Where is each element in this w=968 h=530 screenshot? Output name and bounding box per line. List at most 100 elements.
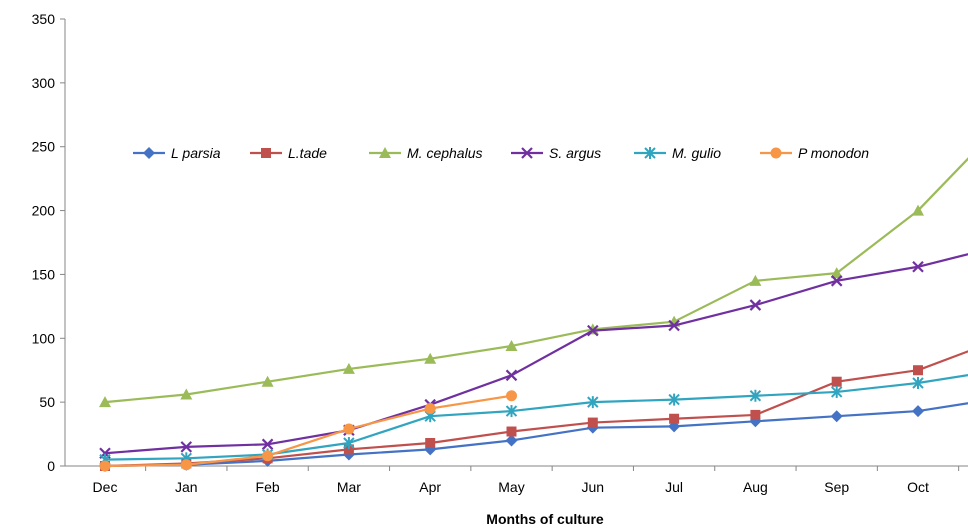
x-tick-label: Feb (256, 479, 280, 495)
series-s-argus (99, 253, 968, 460)
data-point-stroke (180, 441, 193, 453)
data-point-stroke (261, 438, 274, 451)
data-point (99, 396, 111, 408)
y-tick-label: 0 (47, 458, 55, 474)
data-point (749, 299, 762, 311)
series-p-monodon (99, 390, 517, 472)
data-point (912, 260, 924, 273)
data-point-stroke (830, 275, 843, 287)
y-tick-label: 250 (32, 139, 56, 155)
data-point (342, 362, 355, 374)
legend-entry: L parsia (133, 145, 221, 161)
legend-label: P monodon (798, 145, 869, 161)
data-point-stroke (749, 299, 762, 311)
legend-entry: S. argus (511, 145, 601, 161)
y-tick-label: 350 (32, 11, 56, 27)
data-point (521, 147, 533, 159)
x-tick-label: Apr (419, 479, 441, 495)
data-point (180, 388, 193, 400)
legend-label: L parsia (171, 145, 221, 161)
data-point (830, 275, 843, 287)
data-point (505, 339, 518, 351)
series-line (104, 394, 512, 468)
data-point (505, 405, 518, 418)
data-point (669, 413, 680, 424)
x-tick-label: Jan (175, 479, 198, 495)
y-tick-label: 50 (39, 394, 55, 410)
data-point (343, 444, 354, 455)
legend-entry: M. cephalus (369, 145, 482, 161)
data-point (912, 405, 924, 418)
data-point-stroke (912, 260, 924, 273)
data-point (424, 403, 436, 415)
x-tick-label: Aug (743, 479, 768, 495)
data-point-stroke (521, 147, 533, 159)
x-axis-title: Months of culture (486, 511, 604, 527)
data-point (668, 393, 680, 406)
data-point (749, 274, 762, 286)
series-layer (99, 157, 968, 472)
data-point (180, 441, 193, 453)
legend-entry: L.tade (250, 145, 327, 161)
data-point (830, 410, 843, 423)
data-point (425, 438, 436, 449)
y-axis: 0 50 100 150 200 250 300 350 (32, 11, 66, 474)
data-point-stroke (505, 369, 518, 382)
x-tick-label: Jul (665, 479, 683, 495)
data-point (770, 147, 782, 159)
data-point (587, 396, 599, 409)
y-tick-label: 200 (32, 203, 56, 219)
data-point (750, 409, 761, 420)
x-tick-label: May (498, 479, 524, 495)
x-axis: Dec Jan Feb Mar Apr May Jun Jul Aug Sep Oct (65, 465, 968, 495)
legend-label: L.tade (288, 145, 327, 161)
data-point (343, 423, 355, 435)
data-point (379, 147, 391, 158)
legend-label: S. argus (549, 145, 601, 161)
data-point (587, 324, 599, 337)
y-tick-label: 150 (32, 266, 56, 282)
series-line (104, 402, 968, 468)
x-tick-label: Jun (582, 479, 605, 495)
data-point (180, 459, 192, 471)
legend-entry: M. gulio (634, 145, 721, 161)
series-line (104, 374, 968, 461)
data-point (261, 375, 274, 387)
y-tick-label: 100 (32, 330, 56, 346)
data-point (343, 437, 355, 450)
legend-label: M. gulio (672, 145, 721, 161)
series-l-tade (100, 350, 968, 471)
data-point (506, 426, 517, 437)
data-point (830, 267, 843, 279)
data-point (261, 438, 274, 451)
y-tick-label: 300 (32, 75, 56, 91)
x-tick-label: Oct (907, 479, 929, 495)
data-point (261, 148, 271, 158)
x-tick-label: Mar (337, 479, 361, 495)
data-point (912, 204, 924, 216)
data-point (506, 390, 517, 402)
data-point (99, 460, 111, 472)
legend: L parsia L.tade M. cephalus S. argus M. guli… (133, 145, 869, 161)
series-line (104, 157, 968, 404)
legend-label: M. cephalus (407, 145, 482, 161)
data-point (830, 385, 843, 398)
x-tick-label: Dec (93, 479, 118, 495)
data-point (424, 352, 437, 364)
data-point (587, 417, 598, 428)
data-point (668, 319, 680, 332)
series-line (104, 253, 968, 455)
data-point (262, 450, 274, 462)
series-line (104, 350, 968, 468)
data-point (644, 147, 656, 159)
data-point (143, 147, 155, 159)
data-point (831, 376, 842, 387)
data-point (912, 376, 924, 389)
x-tick-label: Sep (824, 479, 849, 495)
data-point (749, 389, 762, 402)
legend-entry: P monodon (760, 145, 869, 161)
data-point-stroke (668, 319, 680, 332)
data-point-stroke (587, 324, 599, 337)
data-point (505, 434, 518, 447)
